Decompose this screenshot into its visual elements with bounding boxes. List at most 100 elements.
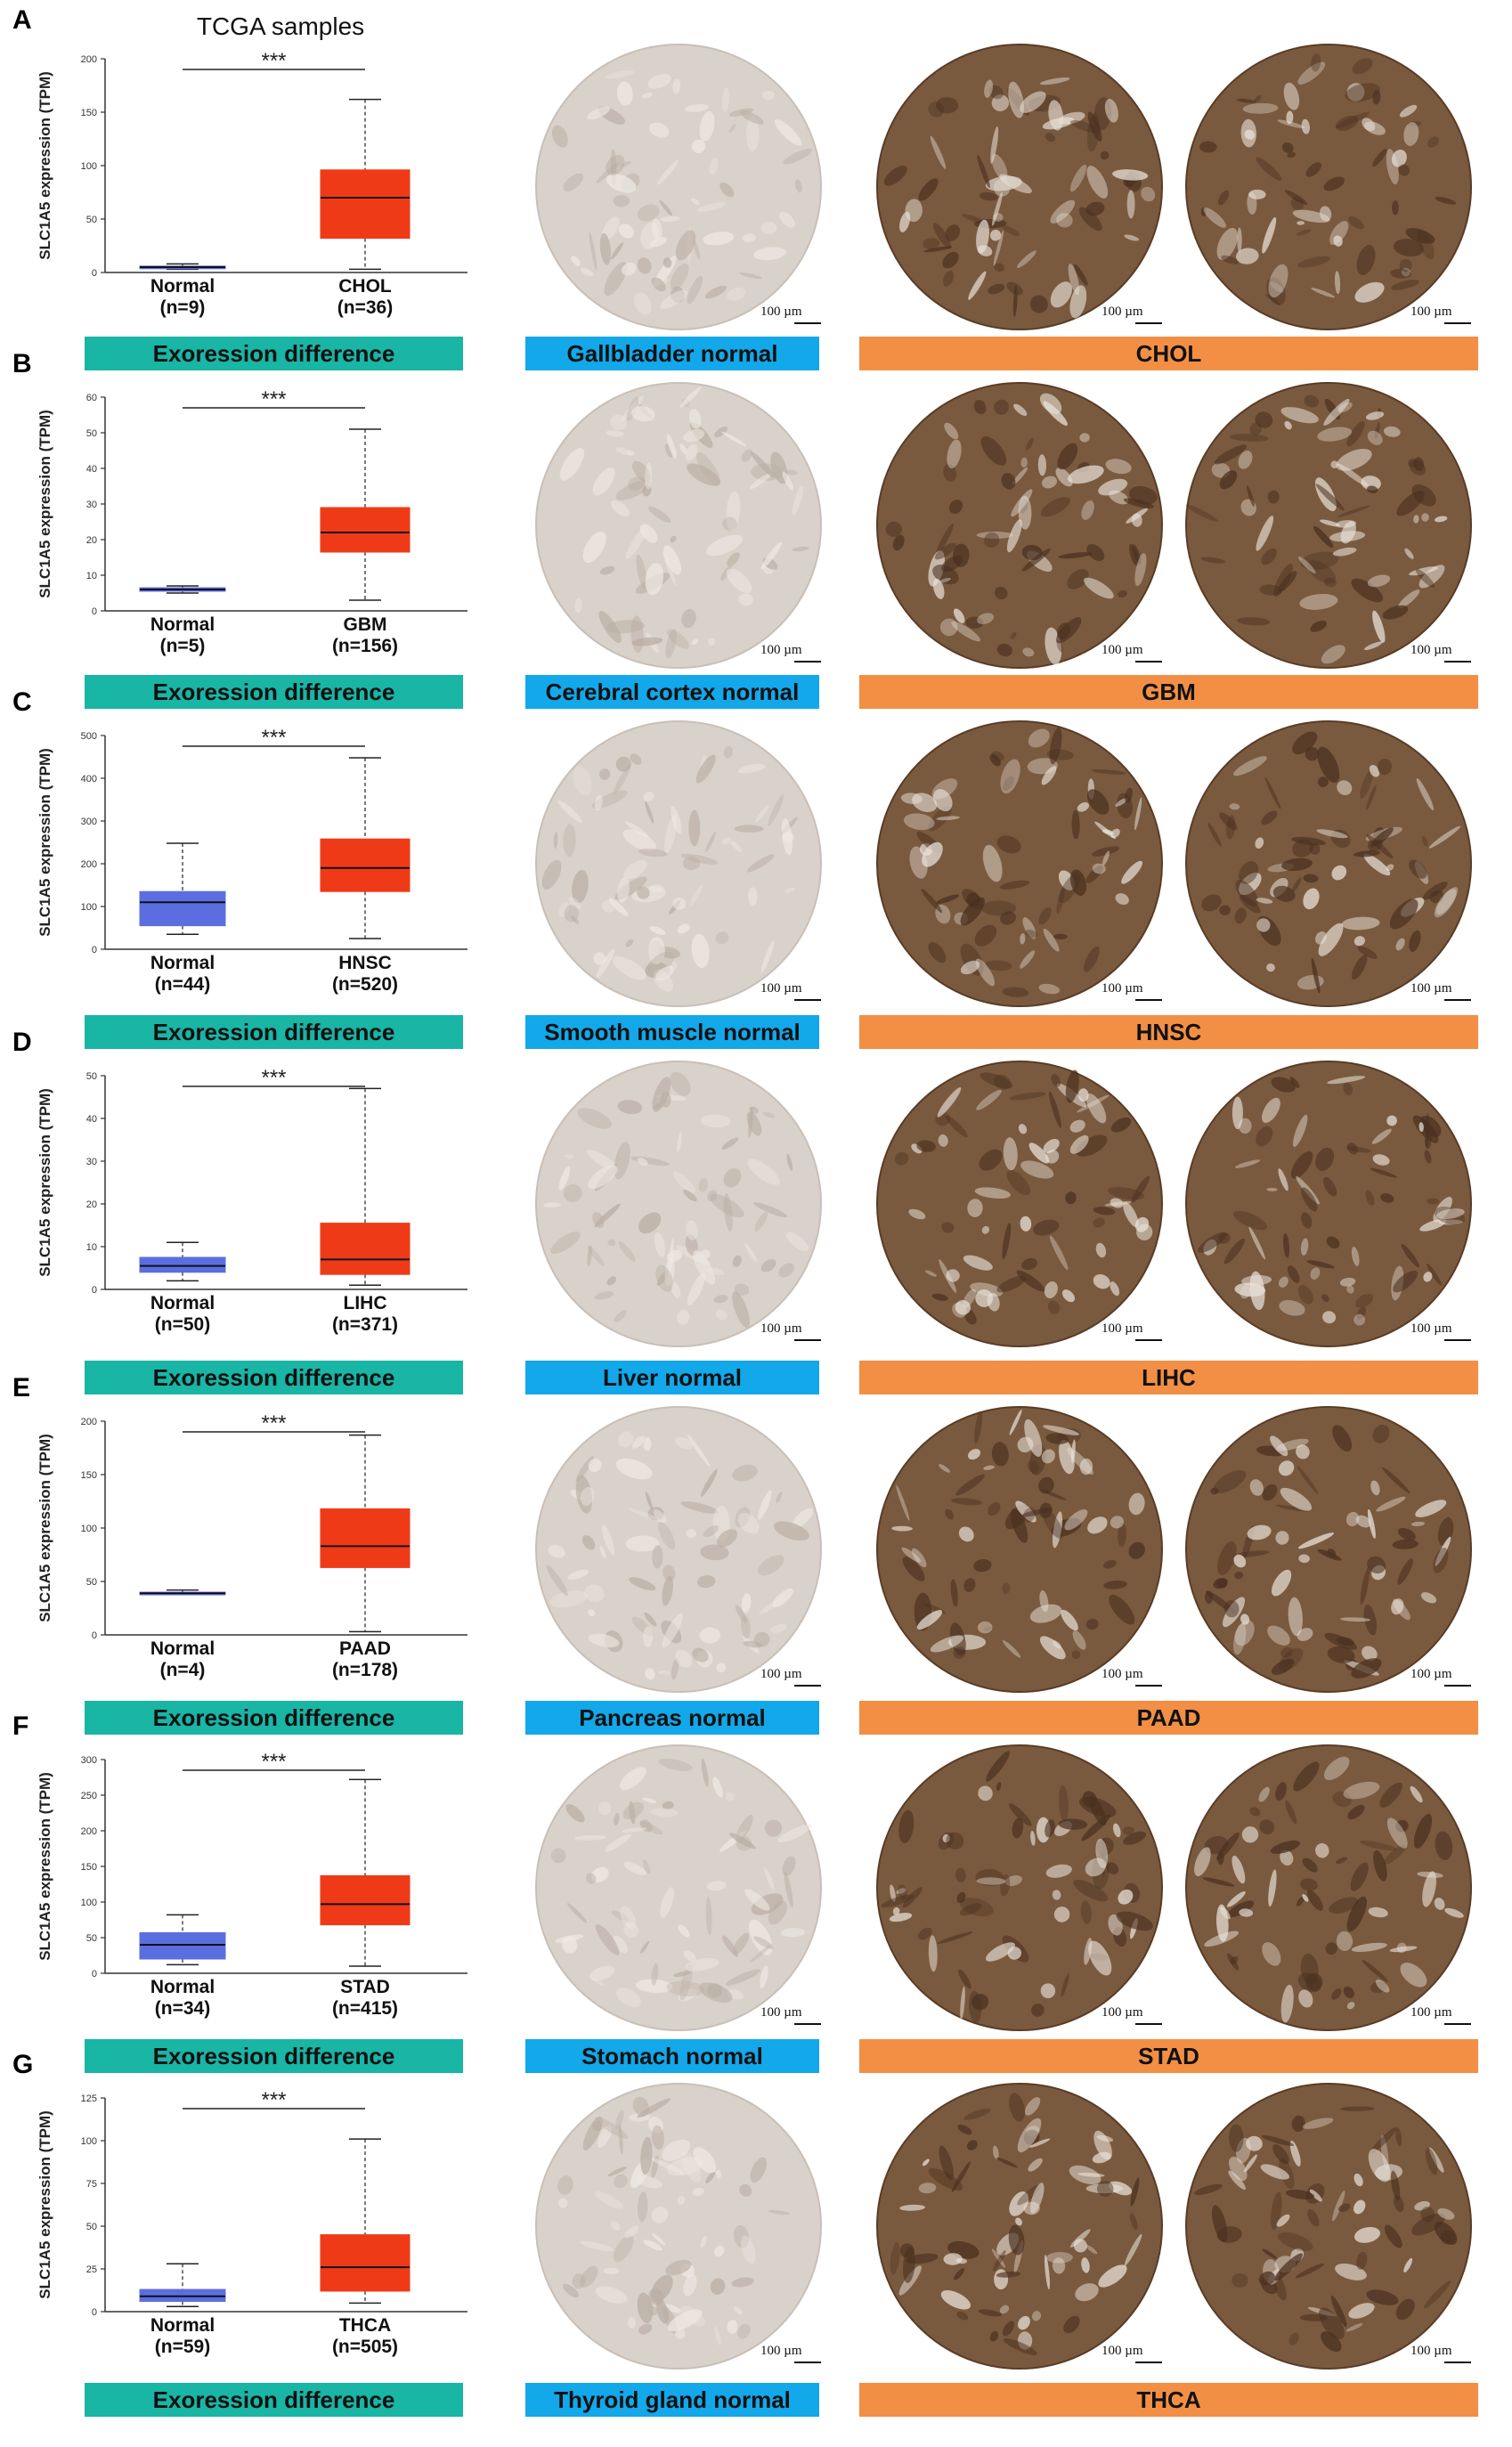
expression-difference-banner: Exoression difference <box>85 1361 463 1394</box>
sample-count-label: (n=50) <box>155 1314 210 1335</box>
scale-bar <box>794 322 821 324</box>
y-tick-label: 100 <box>81 1898 97 1908</box>
box-iqr <box>320 1508 411 1568</box>
y-tick-label: 150 <box>81 1862 97 1873</box>
y-tick-label: 25 <box>86 2264 97 2275</box>
y-tick-label: 125 <box>81 2093 97 2104</box>
scale-bar-label: 100 µm <box>760 643 802 657</box>
y-tick-label: 30 <box>86 1157 97 1167</box>
category-label: Normal <box>150 1977 215 1997</box>
sample-count-label: (n=9) <box>160 297 206 318</box>
scale-bar-label: 100 µm <box>760 1667 802 1681</box>
box-iqr <box>320 1223 411 1275</box>
box-iqr <box>139 890 226 927</box>
normal-tissue-banner: Thyroid gland normal <box>525 2383 819 2417</box>
tissue-core-image <box>1185 720 1472 1007</box>
category-label: HNSC <box>338 953 392 973</box>
sample-count-label: (n=156) <box>332 636 398 656</box>
tissue-core-image <box>1185 1406 1472 1693</box>
category-label: THCA <box>339 2315 391 2336</box>
tumor-type-banner: STAD <box>859 2039 1478 2073</box>
y-tick-label: 50 <box>86 215 97 225</box>
y-tick-label: 50 <box>86 1071 97 1082</box>
sample-count-label: (n=505) <box>332 2337 398 2357</box>
box-iqr <box>320 2234 411 2292</box>
scale-bar-label: 100 µm <box>1410 2005 1452 2020</box>
normal-tissue-banner: Stomach normal <box>525 2039 819 2073</box>
tissue-core-image <box>876 44 1163 330</box>
normal-boxplot <box>139 585 226 594</box>
y-tick-label: 40 <box>86 464 97 475</box>
tissue-core-image <box>876 1061 1163 1347</box>
y-tick-label: 0 <box>92 268 97 279</box>
scale-bar-label: 100 µm <box>1410 2344 1452 2358</box>
sample-count-label: (n=415) <box>332 1998 398 2019</box>
normal-boxplot <box>139 1241 226 1282</box>
scale-bar-label: 100 µm <box>1101 305 1143 319</box>
tumor-type-banner: CHOL <box>859 337 1478 370</box>
y-tick-label: 200 <box>81 1417 97 1427</box>
normal-tissue-banner: Cerebral cortex normal <box>525 675 819 709</box>
tumor-type-banner: THCA <box>859 2383 1478 2417</box>
scale-bar <box>1135 322 1162 324</box>
boxplot-chart: 0 10 20 30 40 50 60 SLC1A5 expression (TPM) Norm… <box>37 387 467 656</box>
boxplot-chart: 0 50 100 150 200 SLC1A5 expression (TPM) Norma… <box>37 1411 467 1680</box>
scale-bar-label: 100 µm <box>1410 981 1452 996</box>
scale-bar-label: 100 µm <box>1101 2344 1143 2358</box>
y-tick-label: 0 <box>92 1630 97 1641</box>
significance-stars: *** <box>261 2088 286 2112</box>
scale-bar <box>1135 2362 1162 2363</box>
tumor-boxplot <box>320 2138 411 2305</box>
sample-count-label: (n=36) <box>337 297 393 318</box>
category-label: CHOL <box>338 276 392 297</box>
y-tick-label: 250 <box>81 1791 97 1801</box>
y-axis-label: SLC1A5 expression (TPM) <box>37 1772 53 1961</box>
y-tick-label: 150 <box>81 108 97 118</box>
sample-count-label: (n=4) <box>160 1660 206 1680</box>
box-iqr <box>139 1256 226 1273</box>
y-tick-label: 50 <box>86 2222 97 2232</box>
y-tick-label: 100 <box>81 161 97 172</box>
y-axis-label: SLC1A5 expression (TPM) <box>37 748 53 937</box>
tissue-core-image <box>876 2083 1163 2370</box>
panel-letter: E <box>12 1373 31 1402</box>
tissue-core-image <box>876 382 1163 669</box>
tumor-boxplot <box>320 1087 411 1286</box>
box-iqr <box>320 838 411 892</box>
tumor-boxplot <box>320 1778 411 1967</box>
scale-bar <box>794 1339 821 1341</box>
scale-bar <box>1444 2023 1471 2025</box>
scale-bar-label: 100 µm <box>1410 1667 1452 1681</box>
panel-letter: A <box>12 5 32 35</box>
normal-tissue-banner: Smooth muscle normal <box>525 1015 819 1049</box>
tumor-boxplot <box>320 1434 411 1633</box>
scale-bar <box>1444 661 1471 663</box>
y-tick-label: 30 <box>86 500 97 510</box>
scale-bar <box>1135 1685 1162 1687</box>
scale-bar-label: 100 µm <box>1101 1667 1143 1681</box>
scale-bar-label: 100 µm <box>1410 1321 1452 1336</box>
normal-boxplot <box>139 1589 226 1596</box>
scale-bar <box>1444 1339 1471 1341</box>
y-tick-label: 0 <box>92 945 97 955</box>
normal-boxplot <box>139 1914 226 1966</box>
tissue-core-image <box>535 1744 822 2031</box>
y-tick-label: 20 <box>86 1199 97 1210</box>
scale-bar-label: 100 µm <box>1101 981 1143 996</box>
scale-bar <box>1135 999 1162 1001</box>
normal-tissue-banner: Pancreas normal <box>525 1701 819 1735</box>
tumor-boxplot <box>320 428 411 601</box>
tumor-type-banner: PAAD <box>859 1701 1478 1735</box>
scale-bar-label: 100 µm <box>1101 643 1143 657</box>
scale-bar <box>1135 661 1162 663</box>
scale-bar-label: 100 µm <box>1410 643 1452 657</box>
sample-count-label: (n=520) <box>332 974 398 995</box>
scale-bar-label: 100 µm <box>1101 2005 1143 2020</box>
scale-bar <box>1444 322 1471 324</box>
category-label: Normal <box>150 614 215 635</box>
box-iqr <box>320 1874 411 1926</box>
y-tick-label: 400 <box>81 774 97 785</box>
y-axis-label: SLC1A5 expression (TPM) <box>37 1088 53 1277</box>
scale-bar-label: 100 µm <box>760 1321 802 1336</box>
tissue-core-image <box>535 382 822 669</box>
